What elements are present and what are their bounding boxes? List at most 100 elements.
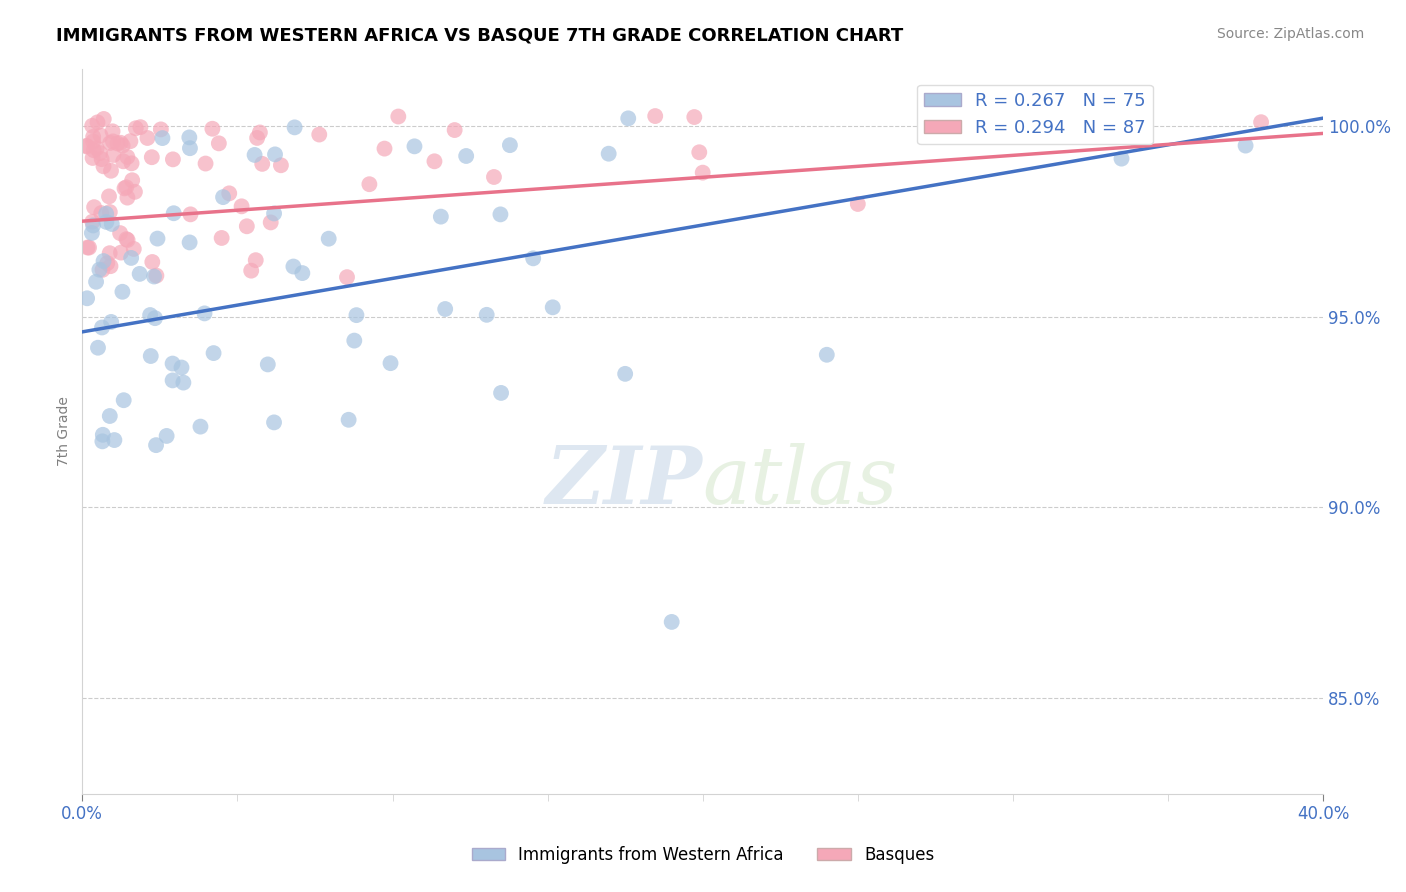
Point	[101, 135, 124, 149]
Point	[76, 291, 98, 305]
Point	[143, 269, 166, 284]
Point	[82, 119, 104, 133]
Point	[98, 409, 121, 423]
Point	[139, 308, 162, 322]
Point	[179, 207, 201, 221]
Point	[91, 262, 114, 277]
Point	[815, 348, 838, 362]
Point	[661, 615, 683, 629]
Point	[145, 438, 167, 452]
Point	[434, 301, 457, 316]
Point	[115, 232, 138, 246]
Point	[121, 173, 143, 187]
Point	[128, 267, 150, 281]
Point	[236, 219, 259, 234]
Point	[100, 163, 122, 178]
Point	[90, 152, 112, 166]
Text: ZIP: ZIP	[546, 443, 703, 521]
Point	[179, 141, 201, 155]
Point	[1250, 115, 1272, 129]
Point	[456, 149, 478, 163]
Point	[430, 210, 453, 224]
Point	[249, 125, 271, 139]
Point	[82, 219, 104, 233]
Point	[86, 141, 108, 155]
Point	[83, 143, 105, 157]
Point	[82, 135, 104, 149]
Point	[91, 320, 114, 334]
Point	[89, 146, 111, 161]
Point	[380, 356, 402, 370]
Point	[201, 121, 224, 136]
Point	[1126, 134, 1149, 148]
Point	[162, 153, 184, 167]
Point	[955, 116, 977, 130]
Point	[423, 154, 446, 169]
Point	[82, 129, 104, 144]
Point	[143, 311, 166, 326]
Point	[156, 429, 179, 443]
Point	[270, 158, 292, 172]
Point	[115, 180, 138, 194]
Point	[162, 373, 184, 387]
Point	[90, 206, 112, 220]
Point	[211, 231, 233, 245]
Point	[231, 199, 253, 213]
Point	[387, 110, 409, 124]
Point	[96, 215, 118, 229]
Point	[82, 151, 104, 165]
Point	[101, 124, 124, 138]
Point	[522, 252, 544, 266]
Point	[688, 145, 710, 160]
Point	[111, 285, 134, 299]
Point	[240, 263, 263, 277]
Point	[129, 120, 152, 135]
Point	[122, 242, 145, 256]
Point	[986, 115, 1008, 129]
Point	[256, 358, 278, 372]
Point	[77, 241, 100, 255]
Point	[1111, 152, 1133, 166]
Point	[83, 200, 105, 214]
Point	[110, 136, 132, 150]
Text: Source: ZipAtlas.com: Source: ZipAtlas.com	[1216, 27, 1364, 41]
Point	[117, 233, 139, 247]
Point	[98, 189, 121, 203]
Point	[98, 246, 121, 260]
Point	[121, 156, 143, 170]
Point	[111, 138, 134, 153]
Point	[141, 255, 163, 269]
Point	[489, 386, 512, 401]
Text: IMMIGRANTS FROM WESTERN AFRICA VS BASQUE 7TH GRADE CORRELATION CHART: IMMIGRANTS FROM WESTERN AFRICA VS BASQUE…	[56, 27, 904, 45]
Point	[93, 159, 115, 173]
Point	[120, 251, 142, 265]
Point	[146, 231, 169, 245]
Point	[346, 308, 368, 322]
Point	[107, 136, 129, 151]
Point	[86, 115, 108, 129]
Point	[110, 245, 132, 260]
Point	[124, 185, 146, 199]
Point	[541, 301, 564, 315]
Point	[82, 215, 104, 229]
Point	[76, 139, 98, 153]
Point	[112, 154, 135, 169]
Point	[308, 128, 330, 142]
Point	[284, 120, 307, 135]
Point	[291, 266, 314, 280]
Point	[139, 349, 162, 363]
Point	[100, 259, 122, 273]
Point	[1234, 138, 1257, 153]
Point	[263, 416, 285, 430]
Point	[499, 138, 522, 153]
Point	[373, 142, 395, 156]
Point	[243, 148, 266, 162]
Point	[76, 138, 98, 153]
Point	[162, 357, 184, 371]
Point	[194, 156, 217, 170]
Legend: R = 0.267   N = 75, R = 0.294   N = 87: R = 0.267 N = 75, R = 0.294 N = 87	[917, 85, 1153, 145]
Point	[149, 122, 172, 136]
Point	[489, 207, 512, 221]
Point	[172, 376, 194, 390]
Point	[93, 112, 115, 126]
